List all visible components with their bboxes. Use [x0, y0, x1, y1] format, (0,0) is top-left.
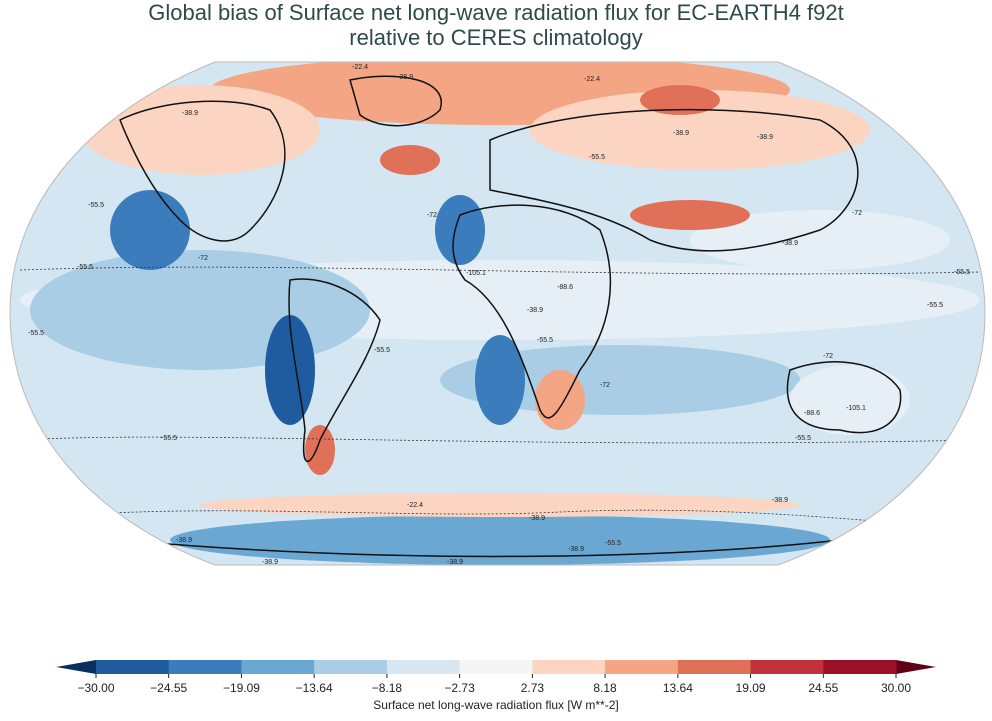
contour-label: -55.5	[28, 330, 44, 337]
colorbar-label: Surface net long-wave radiation flux [W …	[373, 698, 618, 712]
colorbar-over	[896, 660, 936, 674]
colorbar-segment	[386, 660, 461, 674]
contour-label: -38.9	[568, 546, 584, 553]
contour-label: -38.9	[529, 515, 545, 522]
contour-label: -72	[600, 382, 610, 389]
contour-label: -55.5	[374, 347, 390, 354]
colorbar-tick-label: −30.00	[77, 681, 114, 695]
colorbar-tick-label: 8.18	[593, 681, 617, 695]
colorbar-tick-label: 13.64	[663, 681, 693, 695]
title-line: Global bias of Surface net long-wave rad…	[148, 0, 843, 25]
colorbar-tick-label: −8.18	[372, 681, 403, 695]
colorbar-segment	[459, 660, 533, 674]
colorbar-segment	[605, 660, 679, 674]
contour-label: -55.5	[605, 540, 621, 547]
contour-label: -72	[852, 210, 862, 217]
contour-label: -72	[427, 212, 437, 219]
contour-label: -38.9	[182, 110, 198, 117]
colorbar-segment	[314, 660, 388, 674]
contour-label: -55.5	[795, 435, 811, 442]
contour-label: -38.9	[176, 537, 192, 544]
contour-label: -105.1	[846, 405, 866, 412]
colorbar-tick-label: −24.55	[150, 681, 187, 695]
colorbar: −30.00 −24.55 −19.09 −13.64 −8.18 −2.73 2.73 8.…	[56, 660, 936, 695]
contour-label: -38.9	[673, 130, 689, 137]
contour-label: -38.9	[782, 240, 798, 247]
contour-label: -55.5	[927, 302, 943, 309]
map: -22.4 -38.9 -22.4 -38.9 -38.9 -38.9 -55.5 -55.5…	[10, 62, 985, 566]
contour-label: -105.1	[466, 270, 486, 277]
contour-label: -22.4	[407, 502, 423, 509]
contour-label: -72	[823, 353, 833, 360]
colorbar-tick-label: −13.64	[296, 681, 333, 695]
contour-label: -55.5	[88, 202, 104, 209]
colorbar-under	[56, 660, 96, 674]
contour-label: -38.9	[262, 559, 278, 566]
colorbar-segment	[532, 660, 606, 674]
colorbar-segment	[750, 660, 824, 674]
contour-label: -22.4	[352, 64, 368, 71]
colorbar-tick-label: 30.00	[881, 681, 911, 695]
contour-label: -38.9	[772, 497, 788, 504]
contour-label: -38.9	[447, 559, 463, 566]
colorbar-segment	[241, 660, 315, 674]
contour-label: -88.6	[804, 410, 820, 417]
contour-label: -72	[198, 255, 208, 262]
contour-label: -38.9	[397, 74, 413, 81]
contour-label: -88.6	[557, 284, 573, 291]
colorbar-segment	[823, 660, 897, 674]
colorbar-tick-label: 19.09	[736, 681, 766, 695]
colorbar-tick-label: 2.73	[521, 681, 545, 695]
colorbar-tick-label: −2.73	[444, 681, 475, 695]
contour-label: -55.5	[161, 435, 177, 442]
colorbar-tick-label: 24.55	[808, 681, 838, 695]
colorbar-segment	[168, 660, 242, 674]
contour-label: -22.4	[584, 76, 600, 83]
contour-label: -38.9	[757, 134, 773, 141]
map-frame	[9, 61, 986, 566]
contour-label: -55.5	[954, 269, 970, 276]
contour-label: -55.5	[77, 264, 93, 271]
colorbar-segment	[677, 660, 752, 674]
contour-label: -55.5	[537, 337, 553, 344]
contour-label: -38.9	[527, 307, 543, 314]
contour-label: -55.5	[589, 154, 605, 161]
title-line: relative to CERES climatology	[349, 25, 642, 50]
colorbar-tick-label: −19.09	[223, 681, 260, 695]
colorbar-segment	[96, 660, 170, 674]
